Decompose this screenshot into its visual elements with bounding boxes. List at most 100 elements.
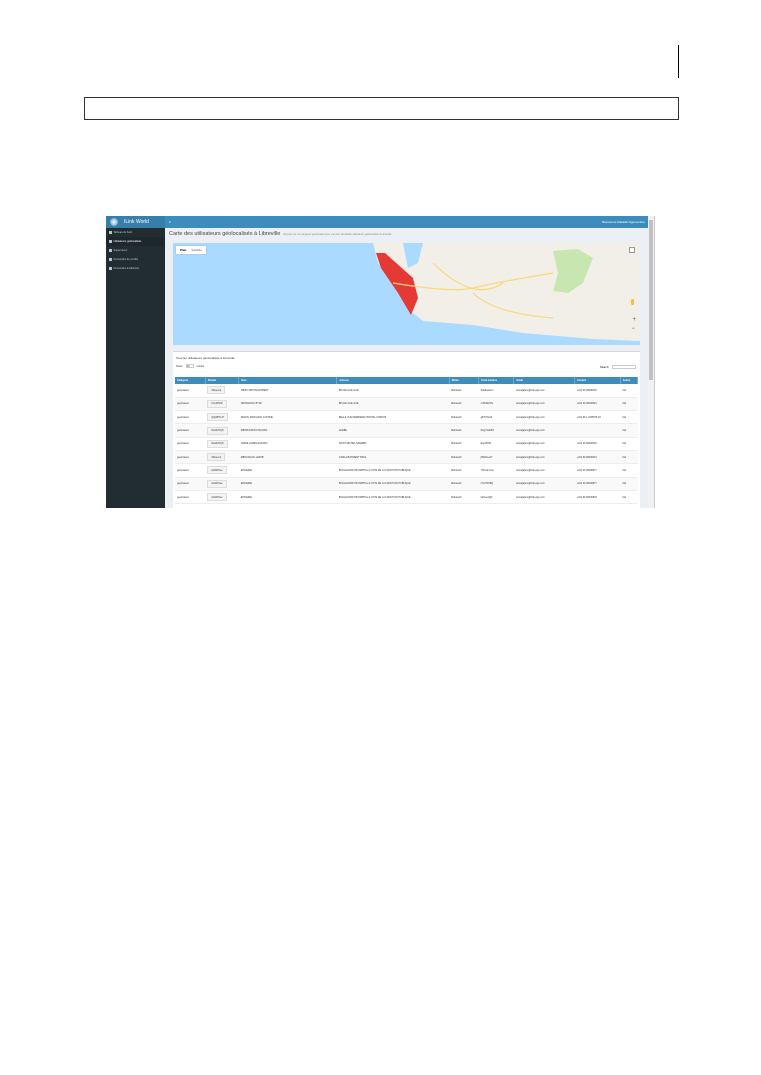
fullscreen-icon[interactable] xyxy=(629,247,635,253)
cell: wimdgabon@ilink-app.com xyxy=(513,410,575,425)
column-header[interactable]: Catégorie xyxy=(175,377,206,384)
sidebar-item[interactable]: Superviseur xyxy=(106,246,165,255)
view-link[interactable]: Voir xyxy=(620,450,638,465)
cell xyxy=(574,423,621,438)
cell: +241 66 00000878 xyxy=(574,490,621,505)
cell: +241 66 1 2345678 18 xyxy=(574,410,621,425)
cell: tqFwecQjR xyxy=(478,490,514,505)
view-link[interactable]: Voir xyxy=(620,423,638,438)
empty-caption-box xyxy=(84,97,679,120)
cell: BIS DE GUE GUE xyxy=(336,384,450,398)
cell: MBOBI ESSOO MILOBA xyxy=(238,423,337,438)
view-link[interactable]: Voir xyxy=(620,384,638,398)
cell: geolocated xyxy=(175,450,206,465)
search-input[interactable] xyxy=(612,365,636,369)
sidebar-item-label: Utilisateurs géolocalisés xyxy=(113,240,142,243)
zoom-in-button[interactable]: + xyxy=(632,317,636,323)
cell: wimdgabon@ilink-app.com xyxy=(513,463,575,478)
app-name: ILink World xyxy=(124,219,149,225)
cell: SAINT MICHEL NKEMBO xyxy=(336,437,450,451)
top-bar: ≡ Bienvenue Makkah Ngouombou xyxy=(165,216,649,228)
parrain-badge: iuiNzDVue xyxy=(207,493,227,502)
cell: wimdgabon@ilink-app.com xyxy=(513,490,575,505)
sidebar-item-label: Demandes de crédits xyxy=(113,258,139,261)
column-header[interactable]: Email xyxy=(513,377,576,384)
cell: iuiNzDVue xyxy=(205,490,239,505)
tab-plan[interactable]: Plan xyxy=(180,248,187,252)
cell: wimdgabon@ilink-app.com xyxy=(513,423,575,438)
table-row: geolocated Ns0ZvHQO ODDIE JAMES EVANDO SAIN… xyxy=(175,437,638,451)
cell: wimdgabon@ilink-app.com xyxy=(513,477,575,491)
cell: iuiNzDVue xyxy=(205,477,239,491)
table-row: geolocated OMuevrq OBIKO MINTSA ROBERT BIS … xyxy=(175,384,638,398)
cell: iuiNzDVue xyxy=(205,463,239,478)
sidebar-item-label: Superviseur xyxy=(113,249,128,252)
sidebar-item-label: Tableau de bord xyxy=(113,231,133,234)
welcome-text: Bienvenue Makkah Ngouombou xyxy=(602,220,645,224)
zoom-out-button[interactable]: − xyxy=(631,326,635,332)
menu-icon xyxy=(109,240,112,243)
cell: geolocated xyxy=(175,477,206,491)
parrain-badge: QQWPCvH xyxy=(207,413,228,422)
table-row: geolocated Ns0ZvHQO MBOBI ESSOO MILOBA AKEB… xyxy=(175,423,638,438)
page-length-select[interactable]: 10 xyxy=(185,364,194,368)
column-header[interactable]: Métier xyxy=(449,377,480,384)
column-header[interactable]: Parrain xyxy=(205,377,240,384)
parrain-badge: Ns0ZvHQO xyxy=(207,439,228,448)
cell: YfiCcdmYuu xyxy=(478,463,514,478)
cell: Mobicash xyxy=(449,423,479,438)
cell: Ns0ZvHQO xyxy=(205,423,239,438)
parrain-badge: iuiNzDVue xyxy=(207,479,227,488)
cell: wimdgabon@ilink-app.com xyxy=(513,450,575,465)
cell: OMuevrq xyxy=(205,384,239,398)
cell: wimdgabon@ilink-app.com xyxy=(513,397,575,412)
view-link[interactable]: Voir xyxy=(620,477,638,491)
view-link[interactable]: Voir xyxy=(620,437,638,451)
cell: cvPb2EzTE xyxy=(478,397,514,412)
view-link[interactable]: Voir xyxy=(620,410,638,425)
table-row: geolocated iuiNzDVue EPICERIE BOULEVARD TRI… xyxy=(175,490,638,505)
column-header[interactable]: Contact xyxy=(574,377,621,384)
cell: Ns0ZvHQO xyxy=(205,437,239,451)
sidebar-item[interactable]: Demandes de crédits xyxy=(106,255,165,264)
cell: g6rTKNL3I xyxy=(478,410,514,425)
table-row: geolocated iuiNzDVue EPICERIE BOULEVARD TRI… xyxy=(175,477,638,491)
cell: Mobicash xyxy=(449,437,479,451)
cell: Mobicash xyxy=(449,463,479,478)
cell: geolocated xyxy=(175,437,206,451)
sidebar-item[interactable]: Tableau de bord xyxy=(106,228,165,237)
tab-satellite[interactable]: Satellite xyxy=(191,248,203,252)
column-header[interactable]: Action xyxy=(620,377,639,384)
cell: Mobicash xyxy=(449,477,479,491)
cell: Mobicash xyxy=(449,397,479,412)
scrollbar-thumb[interactable] xyxy=(649,220,653,380)
map[interactable]: Plan Satellite + − xyxy=(173,243,640,345)
sidebar-item[interactable]: Utilisateurs géolocalisés xyxy=(106,237,165,246)
cell: wimdgabon@ilink-app.com xyxy=(513,384,575,398)
parrain-badge: OMuevrq xyxy=(207,453,226,462)
column-header[interactable]: Adresse xyxy=(336,377,450,384)
map-canvas[interactable] xyxy=(173,243,640,345)
menu-toggle-icon[interactable]: ≡ xyxy=(169,220,171,224)
view-link[interactable]: Voir xyxy=(620,490,638,505)
menu-icon xyxy=(109,258,112,261)
cell: Mobicash xyxy=(449,410,479,425)
cell: +241 66 00000033 xyxy=(574,437,621,451)
parrain-badge: KUxMHcD xyxy=(207,399,227,408)
cell: DEKOU MANGANG JUSTINE xyxy=(238,410,337,425)
page-subtitle: Zoomez sur un marqueur géolocalisé pour … xyxy=(283,233,392,236)
column-header[interactable]: Nom xyxy=(238,377,338,384)
scrollbar[interactable] xyxy=(648,216,654,508)
cell: BIS DE GUE GUE xyxy=(336,397,450,412)
cell: geolocated xyxy=(175,397,206,412)
cell: +241 66 00000877 xyxy=(574,463,621,478)
cell: geolocated xyxy=(175,384,206,398)
page-title: Carte des utilisateurs géolocalisés à Li… xyxy=(169,231,391,237)
view-link[interactable]: Voir xyxy=(620,397,638,412)
sidebar-item[interactable]: Demandes d'adhésion xyxy=(106,264,165,273)
cell: rXstYDKBQ xyxy=(478,477,514,491)
column-header[interactable]: Code membre xyxy=(478,377,515,384)
view-link[interactable]: Voir xyxy=(620,463,638,478)
cell: BELLE VUE DERRIERE HOPITAL CHINOIS xyxy=(336,410,450,425)
pegman-icon[interactable] xyxy=(631,299,634,305)
